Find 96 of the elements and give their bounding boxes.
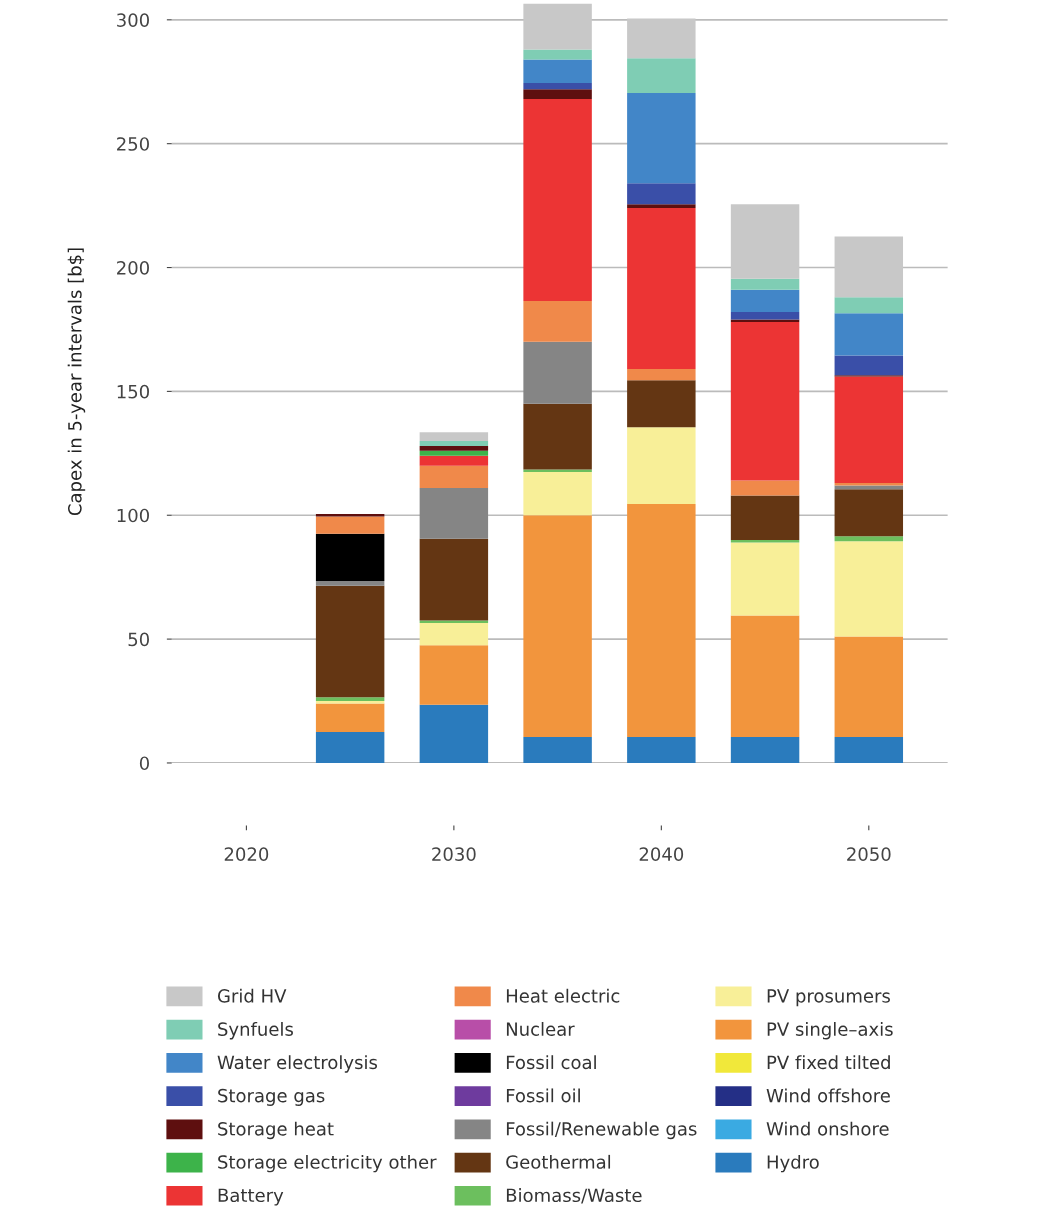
bar [627,204,696,209]
bar [523,99,592,301]
bar [627,380,696,428]
bar [523,300,592,342]
bar [730,322,800,481]
bar [627,504,696,737]
bar [523,3,592,50]
bar [315,697,385,702]
legend-label: Heat electric [506,988,620,1003]
bar [315,533,385,581]
x-tick-label: 2050 [847,847,891,861]
y-tick-label: 0 [139,756,149,771]
bar [523,515,592,737]
bar [315,703,385,732]
bar [419,487,489,539]
bar [315,701,385,704]
bar [419,432,489,441]
bar [419,538,489,621]
x-tick-label: 2030 [432,847,476,861]
bar [419,450,489,456]
legend-label: Grid HV [217,988,287,1003]
bar [523,469,592,472]
bar [419,440,489,446]
bar [523,82,592,90]
bar [730,495,800,541]
legend-label: Fossil/Renewable gas [506,1121,697,1140]
legend-label: PV single–axis [767,1021,893,1040]
bar [627,92,696,184]
bar [419,704,489,763]
legend-label: Storage heat [218,1121,334,1140]
legend-label: Storage gas [218,1088,325,1106]
bar [730,289,800,313]
bar [627,736,696,763]
legend-label: Geothermal [506,1154,611,1169]
legend-label: PV prosumers [767,989,890,1007]
legend-label: Biomass/Waste [506,1188,642,1204]
bar [834,483,904,486]
bar [730,736,800,763]
y-tick-label: 150 [117,384,149,399]
bar [730,204,800,279]
bar [523,341,592,404]
bar [834,313,904,356]
bar [419,455,489,466]
legend-label: Fossil oil [506,1088,580,1103]
bar [523,471,592,516]
legend-label: PV fixed tilted [767,1055,890,1070]
legend-label: Synfuels [218,1021,293,1040]
bar [834,536,904,542]
bar [523,59,592,83]
legend-label: Water electrolysis [217,1055,378,1073]
bar [419,465,489,488]
legend-label: Hydro [767,1154,819,1173]
bar [834,297,904,314]
bar [834,355,904,376]
bar [730,312,800,320]
bar [834,489,904,537]
legend-label: Wind offshore [766,1088,890,1103]
bar [834,636,904,737]
legend-label: Wind onshore [766,1121,889,1136]
legend-label: Fossil coal [506,1055,596,1070]
x-tick-label: 2020 [224,847,269,861]
y-tick-label: 300 [117,13,149,27]
bar [834,376,904,484]
bar [627,18,696,59]
legend-label: Storage electricity other [218,1154,437,1173]
bar [834,541,904,637]
y-tick-label: 50 [128,632,149,647]
y-axis-title: Capex in 5-year intervals [b$] [67,248,86,516]
x-tick-label: 2040 [639,847,684,861]
bar [315,731,385,763]
bar [315,580,385,586]
bar [523,49,592,60]
bar [834,236,904,298]
bar [834,736,904,763]
legend-label: Nuclear [506,1021,575,1036]
legend-label: Battery [218,1188,284,1206]
bar [627,183,696,205]
bar [730,615,800,737]
bar [419,445,489,451]
bar [627,369,696,381]
bar [523,89,592,100]
bar [627,208,696,370]
bar [523,403,592,470]
bar [419,623,489,646]
y-tick-label: 200 [117,260,149,275]
bar [315,585,385,698]
y-tick-label: 100 [117,508,149,523]
bar [523,736,592,763]
bar [419,645,489,705]
bar [627,58,696,93]
bar [627,427,696,505]
bar [315,516,385,534]
y-tick-label: 250 [117,137,149,151]
bar [730,480,800,496]
bar [730,542,800,616]
bar [730,278,800,290]
